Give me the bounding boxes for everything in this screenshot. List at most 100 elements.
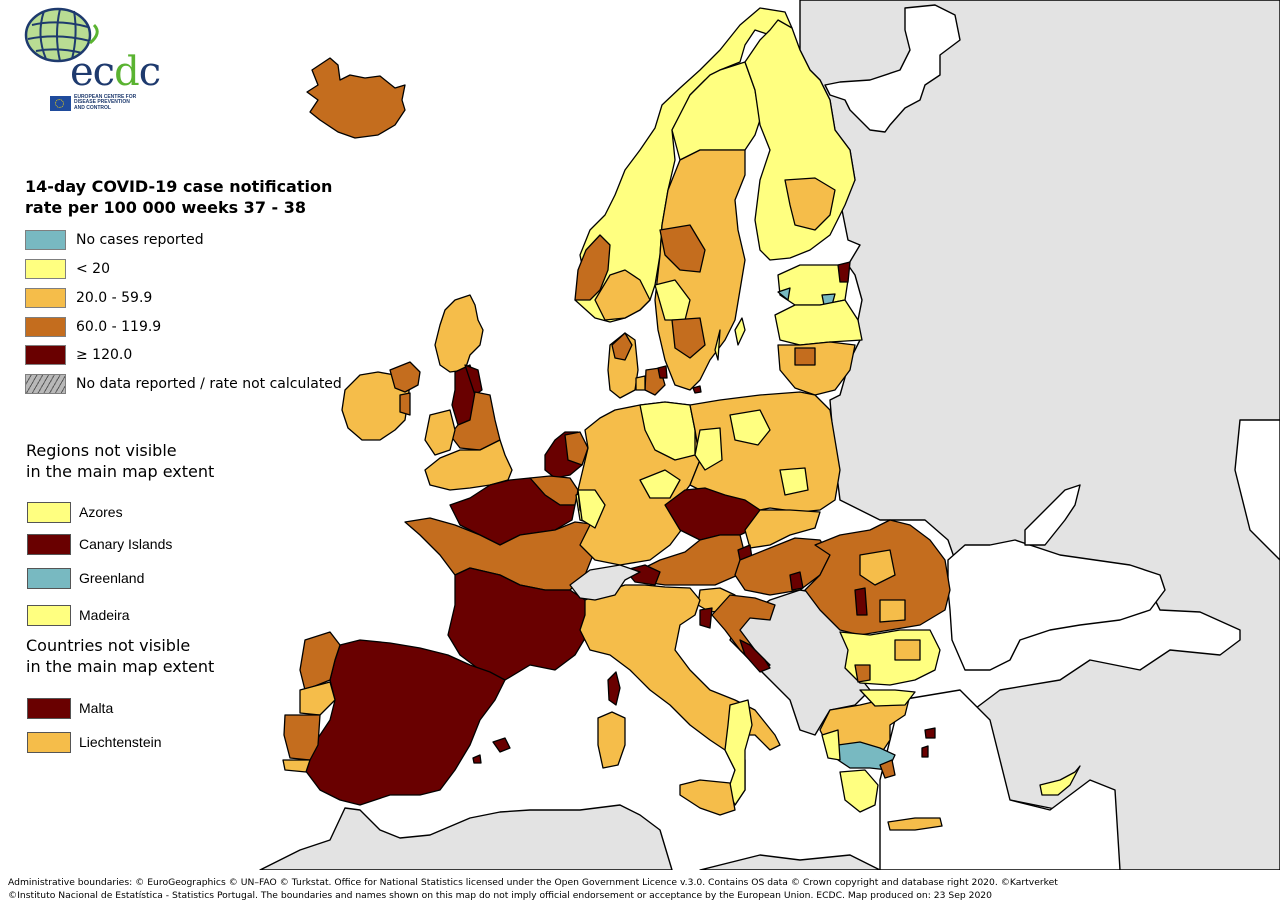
poland-east [729,409,771,446]
ibiza [472,754,482,764]
bornholm [692,385,702,394]
libya-coast [699,854,881,870]
sea-of-azov [1024,484,1081,546]
western-norway [574,234,611,301]
ecdc-wordmark: ecdc [70,49,161,95]
corsica [607,671,621,706]
ireland-dublin [399,392,411,416]
legend-swatch [25,317,66,337]
poland-south-east [779,467,809,496]
inset-item-malta: Malta [27,697,113,719]
white-sea [824,4,961,133]
italy-south [724,699,753,806]
cyprus [1039,765,1081,796]
legend-swatch [27,604,71,626]
saaremaa [777,287,791,301]
ida-viru [837,261,851,283]
legend-swatch [25,259,66,279]
germany-saxony [639,469,681,499]
sardinia [597,711,626,769]
bulgaria-sw [854,664,871,683]
legend-title: 14-day COVID-19 case notification rate p… [25,177,333,217]
england-south [424,439,513,491]
legend-item-no-cases: No cases reported [25,229,204,251]
bulgaria [839,629,941,686]
gotland [734,317,746,346]
funen [635,375,646,391]
lithuania-centre [794,347,816,366]
legend-swatch [25,345,66,365]
romania-centre [854,587,868,616]
regions-not-visible-title: Regions not visible in the main map exte… [26,441,215,481]
north-east-england [464,364,483,396]
hungary-east [789,571,804,591]
legend-swatch [27,697,71,719]
croatia-istria [699,607,713,629]
bulgaria-patches [894,639,921,661]
spain [304,639,506,806]
legend-item-lt20: < 20 [25,258,110,280]
caspian-sea [1234,419,1280,561]
inset-item-liechtenstein: Liechtenstein [27,731,162,753]
southern-norway [594,269,651,321]
romania-transylvania [859,549,896,586]
chios [921,745,929,758]
wales [424,409,456,456]
algarve [282,759,311,773]
lesbos [924,727,936,739]
sweden-west [654,279,691,321]
legend-swatch [25,230,66,250]
legend-swatch [27,533,71,555]
ireland [341,371,411,441]
iceland [306,57,406,139]
legend-item-60-120: 60.0 - 119.9 [25,316,161,338]
legend-item-20-60: 20.0 - 59.9 [25,287,152,309]
attica [879,759,896,779]
eu-flag-icon [50,96,71,111]
crete [887,817,943,831]
scotland [434,294,484,373]
ecdc-logo: ecdc EUROPEAN CENTRE FOR DISEASE PREVENT… [22,5,161,115]
sweden-dalarna [659,224,706,273]
globe-icon [24,7,99,63]
portugal-centre [299,681,336,716]
legend-swatch [27,567,71,589]
legend-swatch [27,731,71,753]
north-africa [259,804,673,870]
peloponnese [839,769,879,813]
legend-swatch-hatched [25,374,66,394]
yorkshire-midlands [449,391,501,451]
balearic-islands [492,737,511,753]
sicily [679,779,736,816]
countries-not-visible-title: Countries not visible in the main map ex… [26,636,215,676]
germany-west [577,489,606,529]
attribution-footer: Administrative boundaries: © EuroGeograp… [8,876,1058,902]
greece-west [821,729,841,761]
legend-item-no-data: No data reported / rate not calculated [25,373,342,395]
inset-item-madeira: Madeira [27,604,130,626]
attribution-line-2: ©Instituto Nacional de Estatística - Sta… [8,890,992,901]
northern-ireland [389,361,421,393]
netherlands-east [564,431,589,466]
poland-west [694,427,723,471]
legend-swatch [27,501,71,523]
croatia-coast [739,639,771,673]
org-name: EUROPEAN CENTRE FOR DISEASE PREVENTION A… [74,94,137,111]
sweden-ostergotland [671,317,706,359]
legend-swatch [25,288,66,308]
legend-item-ge120: ≥ 120.0 [25,344,132,366]
copenhagen [657,365,668,379]
oland [714,329,721,361]
latvia [774,299,863,346]
slovakia [744,509,821,549]
sweden-north [671,61,761,161]
greece-north-yellow [859,689,916,707]
portugal-north [299,631,341,691]
north-jutland [611,332,633,361]
inset-item-azores: Azores [27,501,123,523]
inset-item-canary-islands: Canary Islands [27,533,172,555]
inset-item-greenland: Greenland [27,567,144,589]
finland-central [784,177,836,231]
europe-choropleth-map [259,0,1280,870]
france-south [447,567,591,681]
